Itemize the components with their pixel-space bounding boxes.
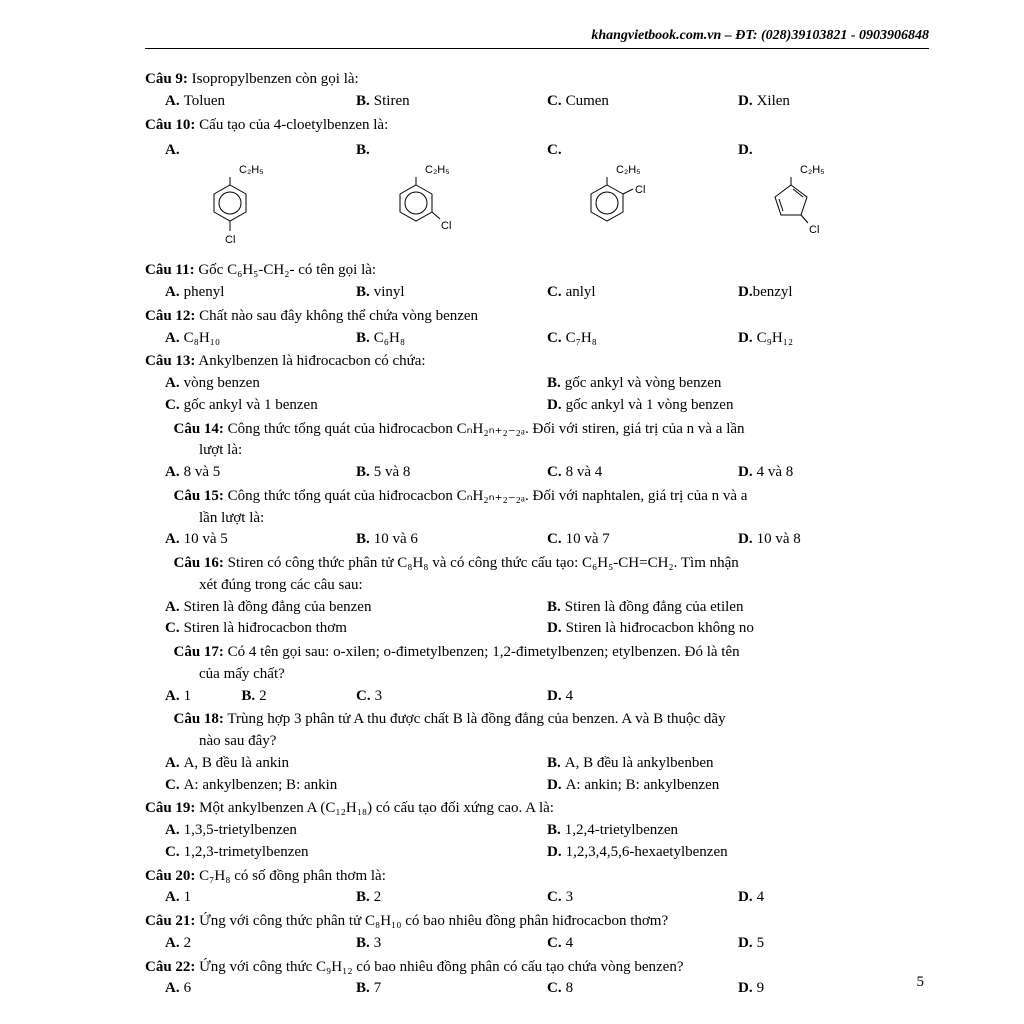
q10-opt-a: A. C₂H₅ Cl: [165, 140, 356, 256]
svg-text:Cl: Cl: [809, 224, 819, 236]
svg-text:C₂H₅: C₂H₅: [616, 164, 641, 176]
q10-opt-d: D. C₂H₅ Cl: [738, 140, 929, 256]
question-18: Câu 18: Trùng hợp 3 phân tử A thu được c…: [145, 709, 929, 731]
question-10: Câu 10: Cấu tạo của 4-cloetylbenzen là:: [145, 115, 929, 137]
cyclopentadiene-icon: C₂H₅ Cl: [758, 163, 838, 255]
q17-options: A.1 B.2 C.3 D.4: [145, 686, 929, 708]
question-12: Câu 12: Chất nào sau đây không thể chứa …: [145, 306, 929, 328]
q14-options: A.8 và 5 B.5 và 8 C.8 và 4 D.4 và 8: [145, 462, 929, 484]
question-11: Câu 11: Gốc C₆H₅-CH₂- có tên gọi là:: [145, 260, 929, 282]
question-15: Câu 15: Công thức tổng quát của hiđrocac…: [145, 486, 929, 508]
q21-options: A.2 B.3 C.4 D.5: [145, 933, 929, 955]
q19-options: A.1,3,5-trietylbenzen B.1,2,4-trietylben…: [145, 820, 929, 864]
q10-structures: A. C₂H₅ Cl B. C₂H₅: [145, 140, 929, 256]
q10-opt-b: B. C₂H₅ Cl: [356, 140, 547, 256]
q12-options: A.C₈H₁₀ B.C₆H₈ C.C₇H₈ D.C₉H₁₂: [145, 328, 929, 350]
q20-options: A.1 B.2 C.3 D.4: [145, 887, 929, 909]
question-13: Câu 13: Ankylbenzen là hiđrocacbon có ch…: [145, 351, 929, 373]
q15-options: A.10 và 5 B.10 và 6 C.10 và 7 D.10 và 8: [145, 529, 929, 551]
q9-text: Isopropylbenzen còn gọi là:: [192, 71, 359, 87]
benzene-para-icon: C₂H₅ Cl: [195, 163, 265, 255]
question-9: Câu 9: Isopropylbenzen còn gọi là:: [145, 69, 929, 91]
q9-num: Câu 9:: [145, 71, 188, 87]
benzene-meta-icon: C₂H₅ Cl: [386, 163, 466, 255]
q11-options: A.phenyl B.vinyl C.anlyl D.benzyl: [145, 282, 929, 304]
benzene-ortho-icon: C₂H₅ Cl: [577, 163, 662, 255]
question-21: Câu 21: Ứng với công thức phân tử C₈H₁₀ …: [145, 911, 929, 933]
q9-options: A.Toluen B.Stiren C.Cumen D.Xilen: [145, 91, 929, 113]
q22-options: A.6 B.7 C.8 D.9: [145, 978, 929, 1000]
svg-text:Cl: Cl: [441, 220, 451, 232]
svg-text:Cl: Cl: [635, 184, 645, 196]
svg-text:C₂H₅: C₂H₅: [425, 164, 450, 176]
q16-options: A.Stiren là đồng đẳng của benzen B.Stire…: [145, 597, 929, 641]
question-14: Câu 14: Công thức tổng quát của hiđrocac…: [145, 419, 929, 441]
page-header: khangvietbook.com.vn – ĐT: (028)39103821…: [145, 26, 929, 49]
svg-text:Cl: Cl: [225, 234, 235, 246]
svg-text:C₂H₅: C₂H₅: [800, 164, 825, 176]
q18-options: A.A, B đều là ankin B.A, B đều là ankylb…: [145, 753, 929, 797]
question-17: Câu 17: Có 4 tên gọi sau: o-xilen; o-đim…: [145, 642, 929, 664]
question-22: Câu 22: Ứng với công thức C₉H₁₂ có bao n…: [145, 957, 929, 979]
q13-options: A.vòng benzen B.gốc ankyl và vòng benzen…: [145, 373, 929, 417]
question-19: Câu 19: Một ankylbenzen A (C₁₂H₁₈) có cấ…: [145, 798, 929, 820]
page-number: 5: [917, 972, 925, 994]
svg-text:C₂H₅: C₂H₅: [239, 164, 264, 176]
question-16: Câu 16: Stiren có công thức phân tử C₈H₈…: [145, 553, 929, 575]
question-20: Câu 20: C₇H₈ có số đồng phân thơm là:: [145, 866, 929, 888]
q10-opt-c: C. C₂H₅ Cl: [547, 140, 738, 256]
